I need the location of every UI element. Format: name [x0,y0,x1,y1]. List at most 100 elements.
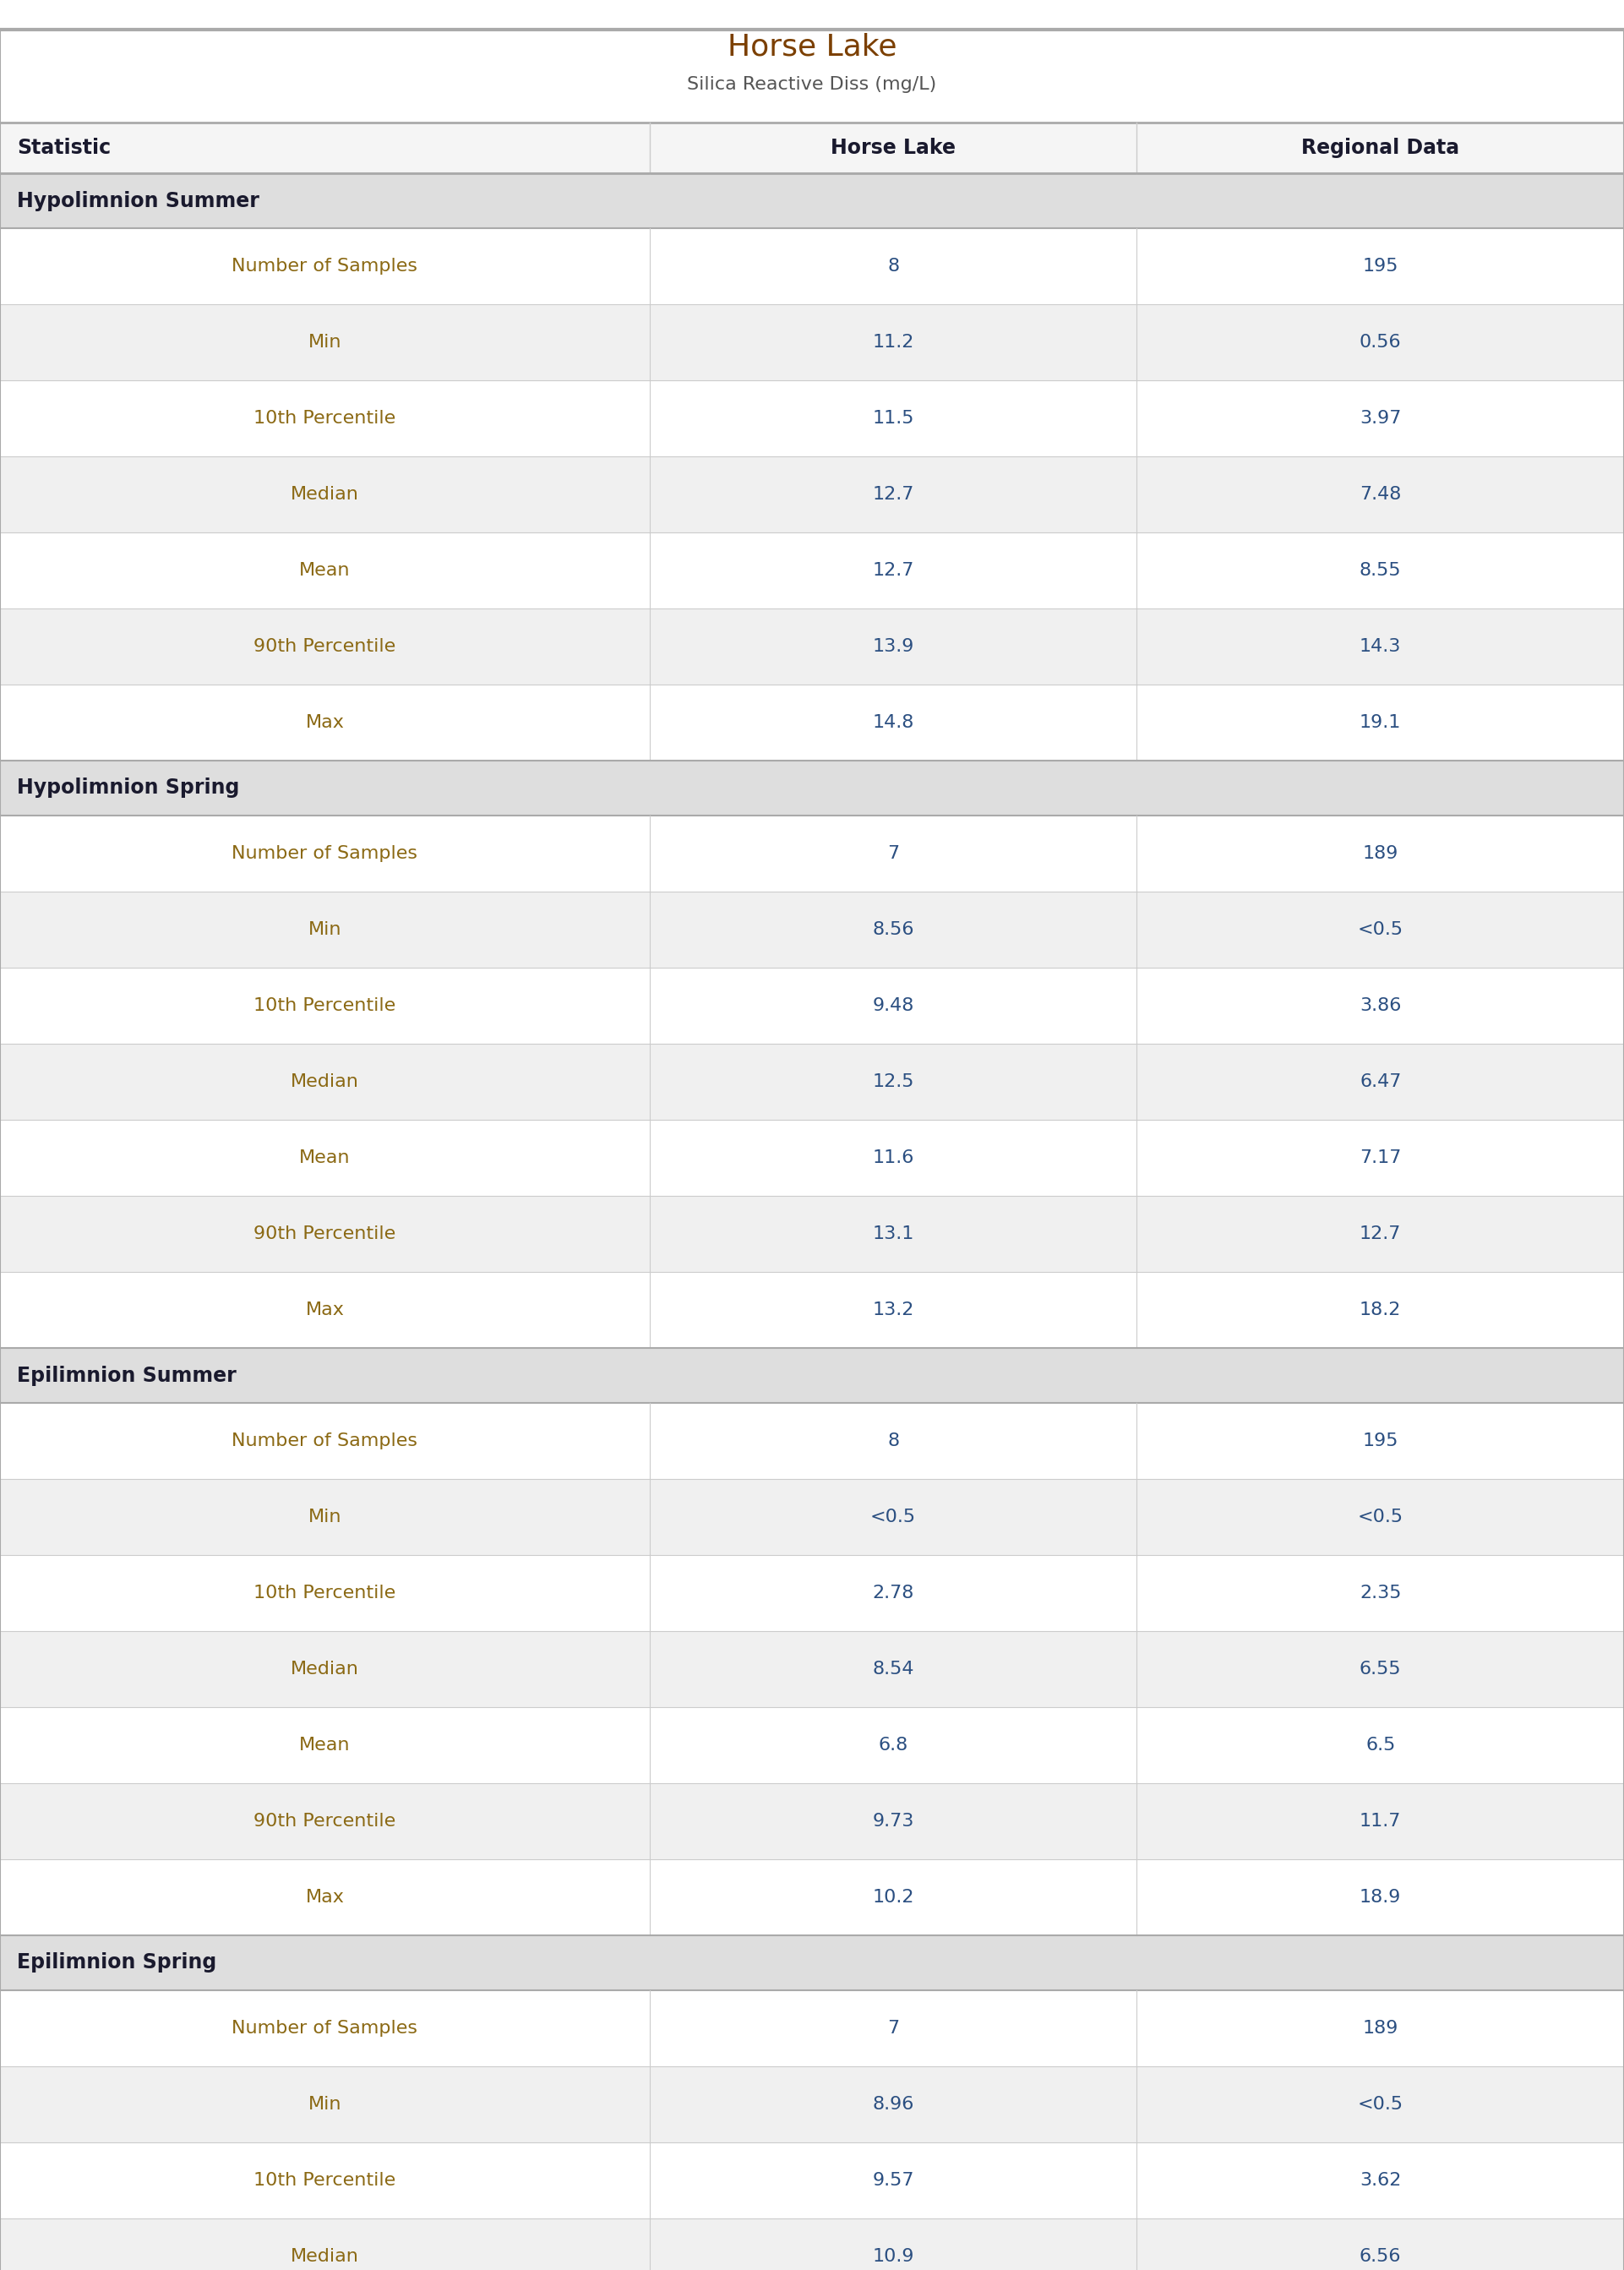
Text: 8.54: 8.54 [872,1662,914,1678]
Text: 12.5: 12.5 [872,1074,914,1090]
Text: 189: 189 [1363,2020,1398,2036]
Text: Number of Samples: Number of Samples [232,259,417,275]
Text: Median: Median [291,1662,359,1678]
Text: Min: Min [309,1510,341,1525]
Text: Number of Samples: Number of Samples [232,1432,417,1448]
Text: 7: 7 [887,2020,900,2036]
Text: 195: 195 [1363,259,1398,275]
Text: 10th Percentile: 10th Percentile [253,2172,396,2188]
Text: <0.5: <0.5 [870,1510,916,1525]
Bar [0,1044,1624,1119]
Text: 3.62: 3.62 [1359,2172,1402,2188]
Text: 18.2: 18.2 [1359,1301,1402,1319]
Text: Max: Max [305,715,344,731]
Text: 3.97: 3.97 [1359,411,1402,427]
Bar [0,173,1624,229]
Text: Regional Data: Regional Data [1301,138,1460,159]
Bar [0,608,1624,686]
Text: 12.7: 12.7 [872,563,914,579]
Text: 9.73: 9.73 [872,1814,914,1830]
Text: Epilimnion Summer: Epilimnion Summer [16,1364,237,1385]
Bar [0,967,1624,1044]
Text: Horse Lake: Horse Lake [830,138,957,159]
Text: 6.56: 6.56 [1359,2247,1402,2265]
Text: Mean: Mean [299,563,351,579]
Text: 10.2: 10.2 [872,1889,914,1907]
Text: Min: Min [309,334,341,352]
Text: 11.6: 11.6 [872,1149,914,1167]
Bar [0,1936,1624,1991]
Bar [0,815,1624,892]
Bar [0,381,1624,456]
Text: 6.47: 6.47 [1359,1074,1402,1090]
Text: 90th Percentile: 90th Percentile [253,1814,396,1830]
Text: 11.7: 11.7 [1359,1814,1402,1830]
Text: 0.56: 0.56 [1359,334,1402,352]
Text: Number of Samples: Number of Samples [232,2020,417,2036]
Text: 8: 8 [887,259,900,275]
Bar [0,456,1624,533]
Text: 11.5: 11.5 [872,411,914,427]
Text: 14.3: 14.3 [1359,638,1402,656]
Bar [0,892,1624,967]
Text: Min: Min [309,922,341,938]
Text: Silica Reactive Diss (mg/L): Silica Reactive Diss (mg/L) [687,77,937,93]
Bar [0,1784,1624,1859]
Text: 14.8: 14.8 [872,715,914,731]
Text: Min: Min [309,2095,341,2113]
Text: Hypolimnion Summer: Hypolimnion Summer [16,191,260,211]
Text: <0.5: <0.5 [1358,2095,1403,2113]
Text: Median: Median [291,486,359,504]
Text: 13.1: 13.1 [872,1226,914,1242]
Bar [0,1348,1624,1403]
Text: 9.48: 9.48 [872,997,914,1015]
Text: 2.35: 2.35 [1359,1584,1402,1603]
Bar [0,1119,1624,1196]
Text: 10th Percentile: 10th Percentile [253,411,396,427]
Text: 12.7: 12.7 [1359,1226,1402,1242]
Bar [0,533,1624,608]
Bar [0,1707,1624,1784]
Text: 9.57: 9.57 [872,2172,914,2188]
Bar [0,229,1624,304]
Text: 13.2: 13.2 [872,1301,914,1319]
Text: Hypolimnion Spring: Hypolimnion Spring [16,779,239,799]
Text: 90th Percentile: 90th Percentile [253,1226,396,1242]
Bar [0,1480,1624,1555]
Text: 195: 195 [1363,1432,1398,1448]
Text: Number of Samples: Number of Samples [232,844,417,863]
Text: Mean: Mean [299,1149,351,1167]
Text: Median: Median [291,1074,359,1090]
Text: <0.5: <0.5 [1358,1510,1403,1525]
Text: 10th Percentile: 10th Percentile [253,1584,396,1603]
Text: Statistic: Statistic [16,138,110,159]
Bar [0,1271,1624,1348]
Text: 8: 8 [887,1432,900,1448]
Text: 3.86: 3.86 [1359,997,1402,1015]
Text: 7: 7 [887,844,900,863]
Text: <0.5: <0.5 [1358,922,1403,938]
Text: 2.78: 2.78 [872,1584,914,1603]
Text: 8.55: 8.55 [1359,563,1402,579]
Bar [0,304,1624,381]
Text: 7.17: 7.17 [1359,1149,1402,1167]
Bar [0,760,1624,815]
Bar [0,2143,1624,2218]
Text: 18.9: 18.9 [1359,1889,1402,1907]
Bar [0,1403,1624,1480]
Bar [0,1196,1624,1271]
Text: 90th Percentile: 90th Percentile [253,638,396,656]
Bar [0,1859,1624,1936]
Text: 7.48: 7.48 [1359,486,1402,504]
Text: Horse Lake: Horse Lake [728,32,896,61]
Text: 13.9: 13.9 [872,638,914,656]
Text: 10th Percentile: 10th Percentile [253,997,396,1015]
Text: 6.55: 6.55 [1359,1662,1402,1678]
Bar [0,1555,1624,1632]
Text: Median: Median [291,2247,359,2265]
Text: 189: 189 [1363,844,1398,863]
Text: Epilimnion Spring: Epilimnion Spring [16,1952,216,1973]
Text: 12.7: 12.7 [872,486,914,504]
Bar [0,2066,1624,2143]
Bar [0,686,1624,760]
